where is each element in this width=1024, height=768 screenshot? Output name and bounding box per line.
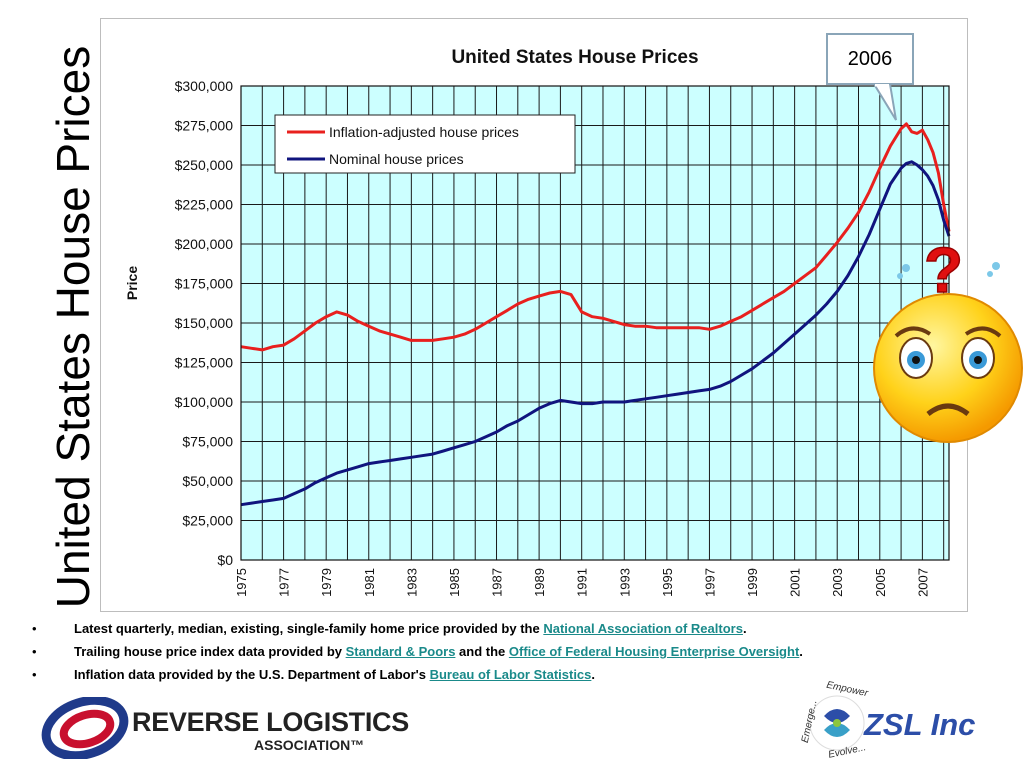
- y-tick-label: $75,000: [182, 434, 233, 450]
- x-tick-label: 1983: [404, 568, 419, 597]
- x-tick-label: 1993: [617, 568, 632, 597]
- confused-face-icon: ?: [873, 233, 1023, 443]
- note-text: Trailing house price index data provided…: [74, 644, 346, 659]
- x-tick-label: 2005: [873, 568, 888, 597]
- x-tick-label: 1981: [362, 568, 377, 597]
- slide-title: United States House Prices: [47, 45, 99, 609]
- bls-link[interactable]: Bureau of Labor Statistics: [429, 667, 592, 682]
- source-note-text: Latest quarterly, median, existing, sing…: [74, 620, 747, 637]
- x-tick-label: 1985: [447, 568, 462, 597]
- nar-link[interactable]: National Association of Realtors: [543, 621, 743, 636]
- x-tick-label: 1989: [532, 568, 547, 597]
- rla-subname: ASSOCIATION™: [254, 737, 365, 753]
- note-text: Inflation data provided by the U.S. Depa…: [74, 667, 430, 682]
- y-tick-label: $275,000: [175, 118, 234, 134]
- x-tick-label: 1997: [702, 568, 717, 597]
- x-tick-label: 1977: [277, 568, 292, 597]
- source-note: • Trailing house price index data provid…: [32, 643, 1012, 666]
- note-text: .: [742, 621, 747, 636]
- y-tick-label: $100,000: [175, 394, 234, 410]
- rla-name: REVERSE LOGISTICS: [132, 707, 409, 737]
- series-line-inflation-adjusted: [240, 122, 951, 352]
- callout-pointer: [872, 84, 897, 121]
- x-tick-label: 2001: [788, 568, 803, 597]
- bullet-dot: •: [32, 621, 37, 636]
- y-tick-label: $25,000: [182, 513, 233, 529]
- y-tick-label: $150,000: [175, 315, 234, 331]
- chart-title: United States House Prices: [451, 47, 698, 68]
- y-tick-label: $0: [217, 552, 233, 568]
- source-note: • Latest quarterly, median, existing, si…: [32, 620, 1012, 643]
- legend-box: [274, 114, 576, 174]
- source-note: • Inflation data provided by the U.S. De…: [32, 666, 1012, 689]
- source-notes: • Latest quarterly, median, existing, si…: [32, 620, 1012, 689]
- year-callout: 2006: [826, 33, 914, 85]
- y-tick-label: $300,000: [175, 78, 234, 94]
- note-text: .: [799, 644, 803, 659]
- source-note-text: Trailing house price index data provided…: [74, 643, 803, 660]
- note-text: Latest quarterly, median, existing, sing…: [74, 621, 544, 636]
- x-tick-label: 1975: [234, 568, 249, 597]
- rla-swoosh-icon: [41, 697, 129, 759]
- x-tick-label: 1999: [745, 568, 760, 597]
- x-tick-label: 2003: [830, 568, 845, 597]
- legend-label: Inflation-adjusted house prices: [329, 124, 519, 140]
- bullet-dot: •: [32, 644, 37, 659]
- y-axis-label: Price: [124, 266, 140, 300]
- legend-label: Nominal house prices: [329, 151, 464, 167]
- zsl-logo: Empower Emerge... Evolve... ZSL Inc: [798, 680, 1008, 762]
- zsl-swirl-icon: [809, 695, 865, 751]
- x-tick-label: 1995: [660, 568, 675, 597]
- y-tick-label: $125,000: [175, 355, 234, 371]
- y-tick-label: $50,000: [182, 473, 233, 489]
- y-tick-label: $200,000: [175, 236, 234, 252]
- standard-poors-link[interactable]: Standard & Poors: [345, 644, 456, 659]
- zsl-name: ZSL Inc: [864, 707, 976, 742]
- x-tick-label: 2007: [915, 568, 930, 597]
- series-line-nominal: [240, 160, 951, 507]
- note-text: and the: [455, 644, 509, 659]
- chart-canvas: United States House Prices Price $0 $25,000…: [124, 47, 951, 597]
- source-note-text: Inflation data provided by the U.S. Depa…: [74, 666, 595, 683]
- reverse-logistics-logo: REVERSE LOGISTICS ASSOCIATION™: [40, 695, 410, 761]
- ofheo-link[interactable]: Office of Federal Housing Enterprise Ove…: [508, 644, 800, 659]
- house-price-chart: United States House Prices Price $0 $25,000…: [100, 18, 968, 612]
- x-tick-label: 1987: [490, 568, 505, 597]
- note-text: .: [591, 667, 596, 682]
- y-tick-label: $225,000: [175, 197, 234, 213]
- bullet-dot: •: [32, 667, 37, 682]
- x-tick-label: 1991: [575, 568, 590, 597]
- y-tick-label: $175,000: [175, 276, 234, 292]
- x-tick-label: 1979: [319, 568, 334, 597]
- y-tick-label: $250,000: [175, 157, 234, 173]
